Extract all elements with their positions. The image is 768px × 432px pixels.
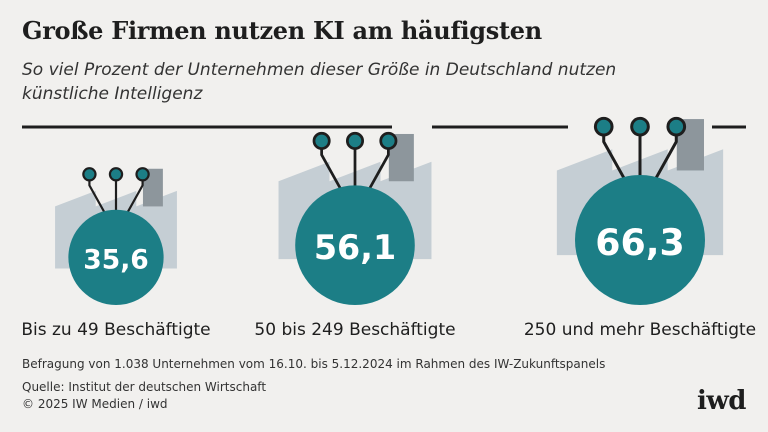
category-label-3: 250 und mehr Beschäftigte	[524, 320, 756, 340]
chart-title: Große Firmen nutzen KI am häufigsten	[22, 16, 542, 45]
value-label-3: 66,3	[595, 221, 684, 264]
value-label-2: 56,1	[314, 228, 396, 267]
chart-subtitle: So viel Prozent der Unternehmen dieser G…	[22, 60, 617, 104]
value-label-1: 35,6	[83, 244, 149, 275]
factory-group-3: 66,3 250 und mehr Beschäftigte	[524, 116, 756, 340]
factory-group-2: 56,1 50 bis 249 Beschäftigte	[254, 131, 456, 340]
circuit-node-icon	[345, 131, 365, 150]
source-line: Quelle: Institut der deutschen Wirtschaf…	[22, 380, 267, 394]
circuit-node-icon	[135, 167, 150, 182]
circuit-node-icon	[82, 167, 97, 182]
circuit-node-icon	[666, 116, 687, 137]
category-label-2: 50 bis 249 Beschäftigte	[254, 320, 455, 340]
circuit-node-icon	[108, 167, 124, 182]
circuit-node-icon	[593, 116, 614, 137]
circuit-node-icon	[379, 131, 398, 150]
value-bubble-2	[295, 185, 415, 305]
brand-logo: iwd	[697, 386, 746, 416]
value-bubble-3	[575, 175, 705, 305]
circuit-node-icon	[312, 131, 331, 150]
circuit-node-icon	[630, 116, 650, 137]
category-label-1: Bis zu 49 Beschäftigte	[21, 320, 210, 340]
factory-group-1: 35,6 Bis zu 49 Beschäftigte	[21, 167, 211, 340]
footnote: Befragung von 1.038 Unternehmen vom 16.1…	[22, 357, 606, 371]
copyright-line: © 2025 IW Medien / iwd	[22, 397, 168, 411]
value-bubble-1	[68, 209, 164, 305]
